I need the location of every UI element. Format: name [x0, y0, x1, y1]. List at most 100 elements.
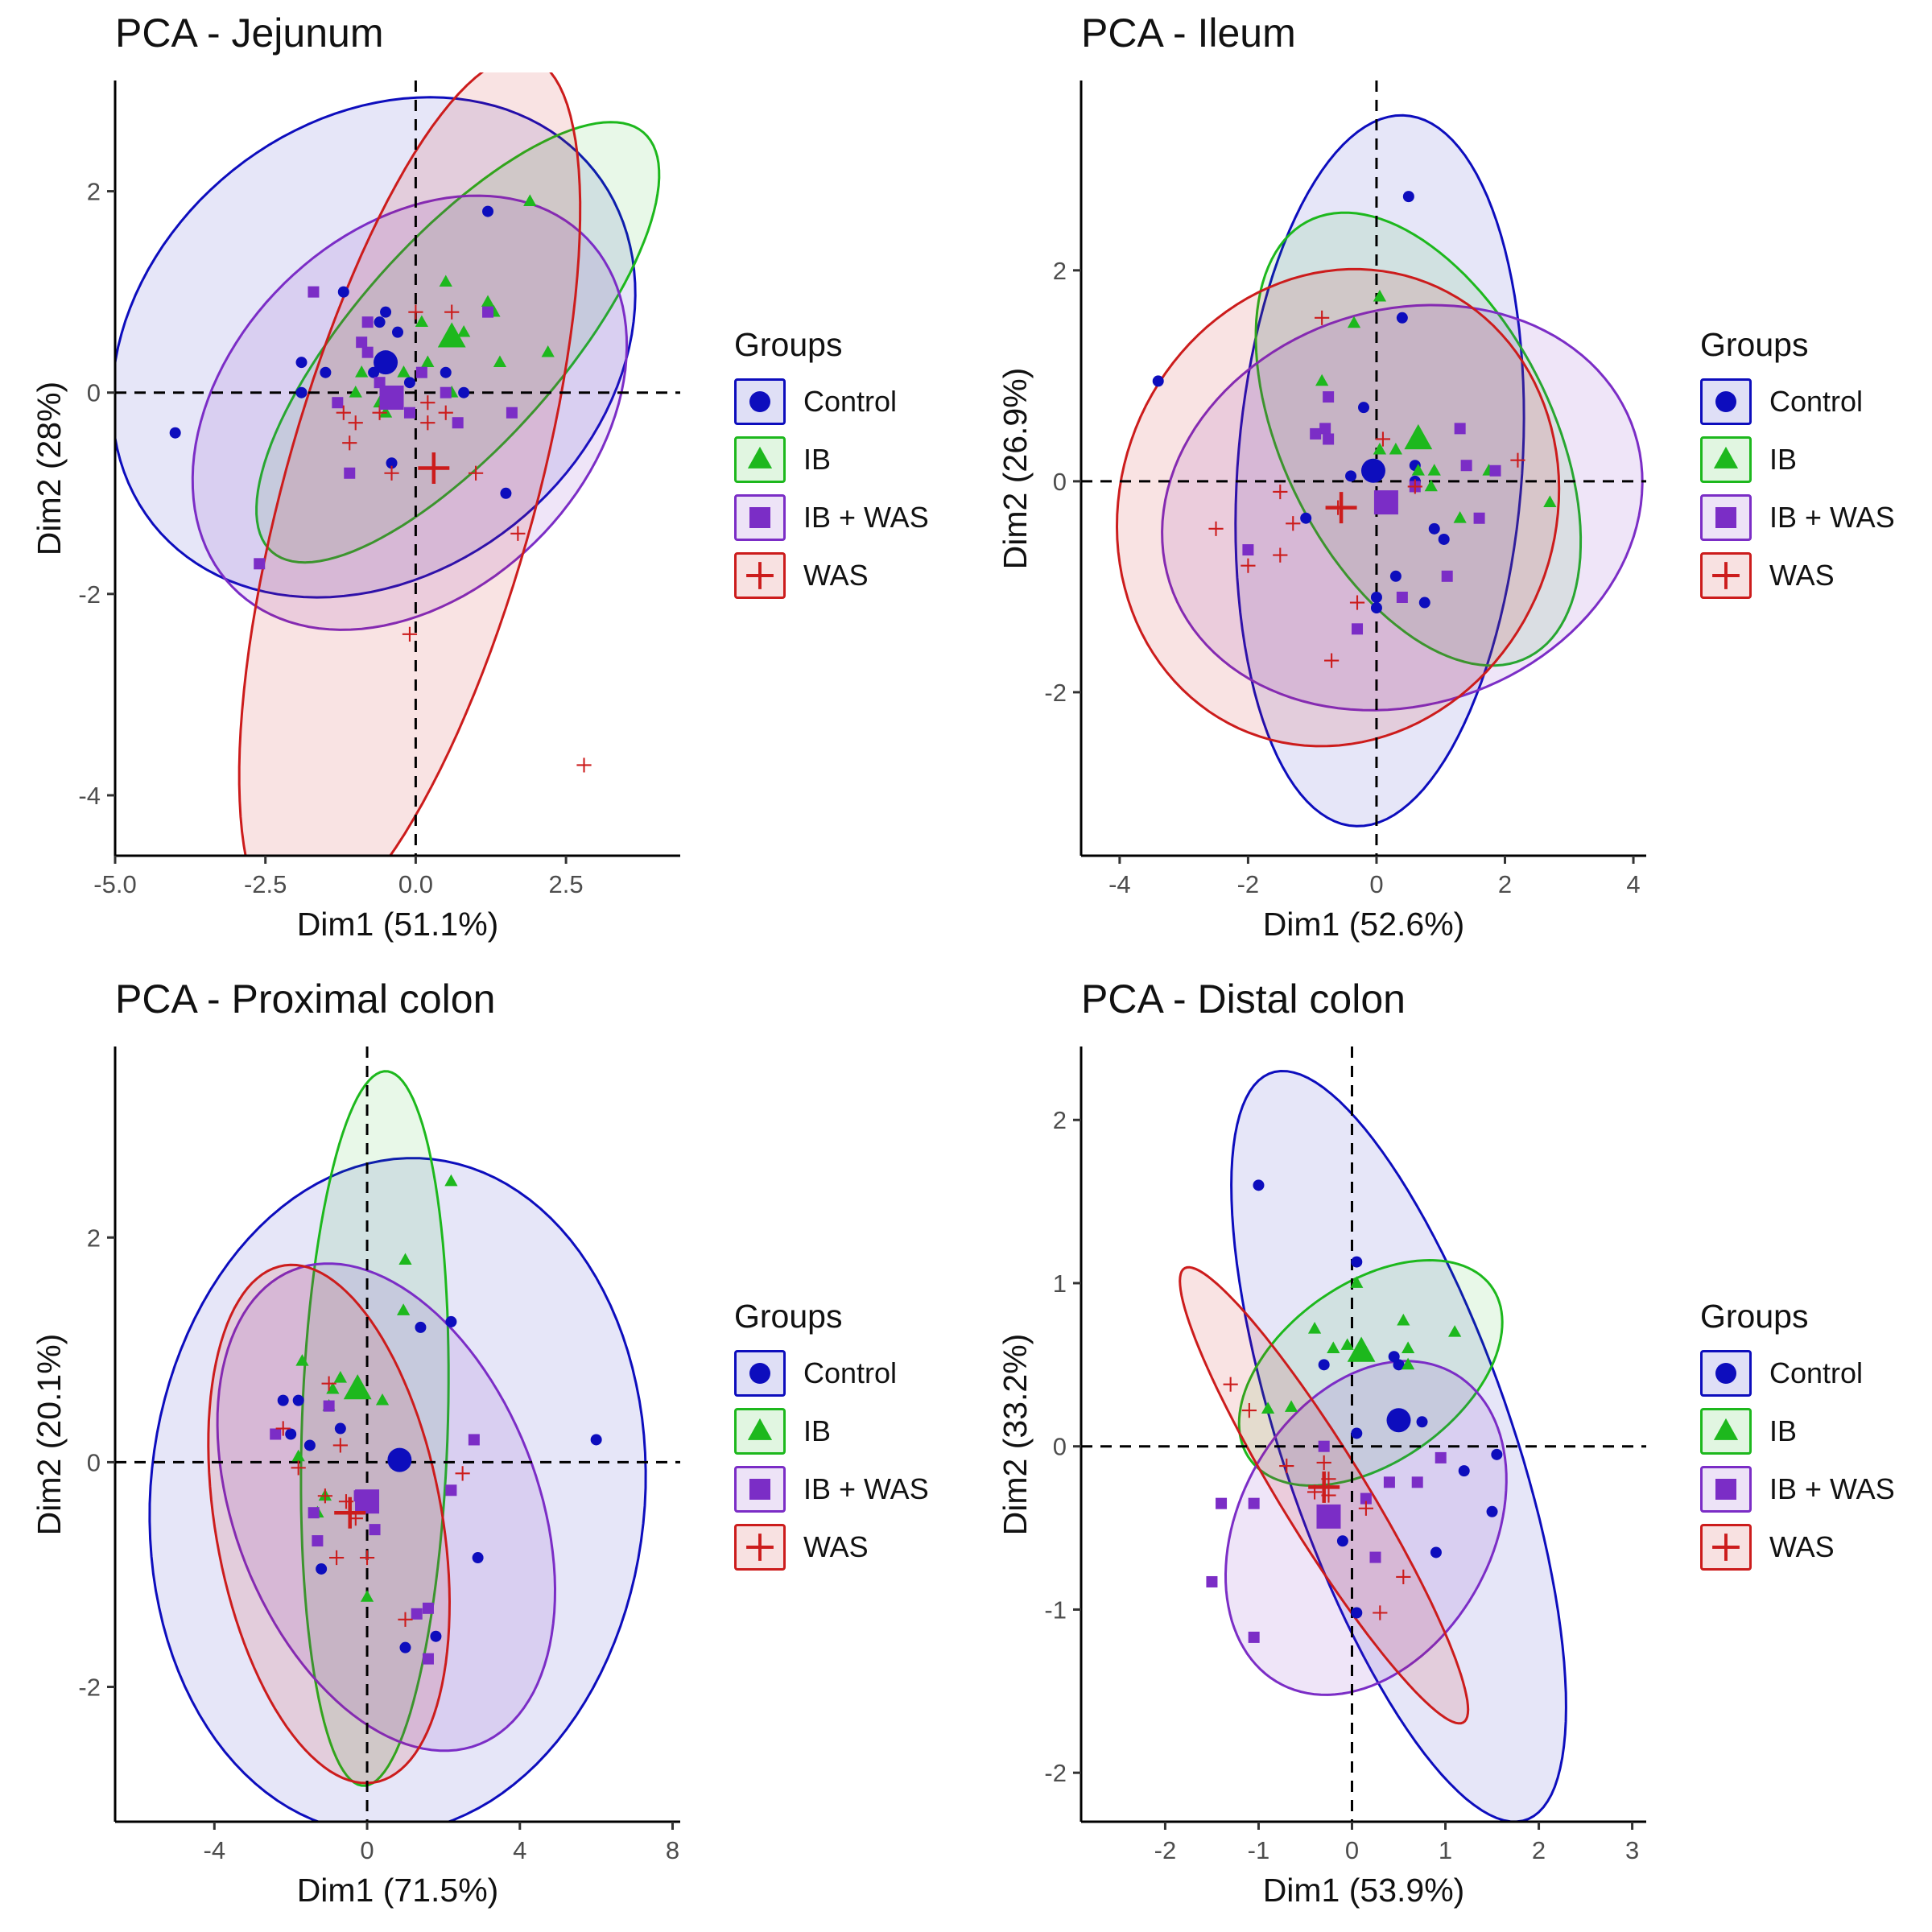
data-point — [1351, 1427, 1363, 1439]
x-tick-label: 0 — [1369, 870, 1383, 898]
confidence-ellipse — [207, 1263, 452, 1785]
data-point — [415, 1321, 427, 1333]
legend-title: Groups — [734, 326, 843, 363]
data-point — [169, 427, 181, 439]
data-point — [455, 1466, 470, 1481]
data-point — [342, 436, 357, 451]
legend-label: Control — [803, 385, 898, 418]
data-point — [482, 205, 494, 217]
data-point — [1323, 391, 1335, 403]
centroid-point — [1347, 1336, 1376, 1362]
legend-label: Control — [803, 1356, 898, 1389]
centroid-point — [1386, 1408, 1411, 1433]
legend: Groups Control IB IB + WAS WAS — [1700, 326, 1895, 605]
square-marker-icon — [1715, 507, 1736, 528]
centroid-point — [374, 350, 398, 375]
data-point — [1441, 570, 1453, 582]
y-tick-label: -1 — [1044, 1596, 1067, 1624]
data-point — [1206, 1575, 1218, 1587]
y-axis-label: Dim2 (20.1%) — [31, 1333, 68, 1535]
data-point — [326, 1381, 340, 1394]
data-point — [1241, 558, 1256, 573]
legend-label: Control — [1769, 385, 1864, 418]
legend-key — [1700, 1524, 1752, 1571]
chart-title: PCA - Distal colon — [1081, 976, 1406, 1022]
data-point — [1286, 516, 1301, 531]
data-point — [1428, 522, 1440, 535]
y-axis-label: Dim2 (28%) — [31, 381, 68, 555]
data-point — [361, 316, 374, 328]
data-point — [1261, 1402, 1275, 1414]
data-point — [415, 315, 428, 328]
data-point — [1510, 452, 1525, 468]
centroid-point — [437, 322, 466, 348]
legend: Groups Control IB IB + WAS WAS — [734, 1298, 929, 1576]
data-point — [369, 1524, 381, 1536]
data-point — [1407, 479, 1422, 494]
data-point — [1486, 1505, 1498, 1517]
data-point — [392, 326, 403, 338]
data-point — [1489, 464, 1501, 477]
y-tick-label: 2 — [87, 178, 101, 206]
data-point — [1248, 1631, 1260, 1643]
plot-area: -2 -1 0 1 2 3 -2 -1 0 1 2 — [1044, 1046, 1646, 1864]
data-point — [303, 1439, 316, 1451]
centroid-point — [418, 452, 450, 484]
x-tick-label: 0 — [1345, 1836, 1359, 1864]
x-tick-label: -1 — [1248, 1836, 1270, 1864]
legend-item: Control — [1700, 1344, 1895, 1402]
legend-key — [734, 1350, 786, 1397]
legend-item: Control — [1700, 373, 1895, 431]
legend-label: WAS — [803, 1530, 869, 1563]
x-tick-label: -2.5 — [244, 870, 287, 898]
legend-label: IB + WAS — [1769, 1472, 1895, 1505]
data-point — [1389, 442, 1403, 455]
data-point — [481, 295, 495, 308]
data-point — [1397, 1313, 1410, 1326]
data-point — [468, 465, 484, 481]
legend-key — [734, 552, 786, 599]
data-point — [275, 1421, 291, 1436]
data-point — [384, 465, 399, 481]
data-point — [321, 1376, 336, 1391]
data-point — [386, 457, 398, 469]
data-point — [1241, 1403, 1257, 1418]
data-point — [1349, 595, 1365, 610]
data-point — [291, 1460, 306, 1476]
circle-marker-icon — [1715, 1363, 1736, 1384]
data-point — [1351, 1256, 1363, 1268]
data-point — [1279, 1458, 1294, 1474]
data-point — [438, 405, 453, 420]
x-tick-label: 0 — [360, 1836, 374, 1864]
data-point — [1319, 423, 1331, 435]
legend-key — [1700, 378, 1752, 425]
data-point — [1393, 1359, 1405, 1371]
data-point — [356, 336, 368, 349]
data-point — [1273, 547, 1288, 563]
legend-key — [734, 1408, 786, 1455]
data-point — [360, 1590, 374, 1602]
x-tick-label: 3 — [1625, 1836, 1639, 1864]
confidence-ellipse — [299, 1070, 450, 1787]
data-point — [375, 1393, 390, 1406]
x-tick-label: 1 — [1439, 1836, 1452, 1864]
data-point — [1427, 464, 1441, 476]
data-point — [482, 306, 494, 318]
data-point — [1416, 1416, 1428, 1428]
legend-item: IB — [1700, 431, 1895, 489]
legend-item: IB — [734, 431, 929, 489]
data-point — [349, 386, 362, 398]
data-point — [1473, 512, 1485, 524]
data-point — [500, 487, 512, 499]
data-point — [1358, 402, 1369, 414]
data-point — [1347, 316, 1361, 328]
data-point — [493, 355, 507, 368]
x-tick-label: 4 — [1626, 870, 1640, 898]
data-point — [1373, 289, 1387, 302]
data-point — [1284, 1400, 1298, 1412]
data-point — [348, 415, 363, 431]
data-point — [1273, 484, 1288, 500]
data-point — [399, 1641, 411, 1653]
x-axis-label: Dim1 (52.6%) — [1262, 906, 1465, 943]
data-point — [1543, 495, 1557, 507]
